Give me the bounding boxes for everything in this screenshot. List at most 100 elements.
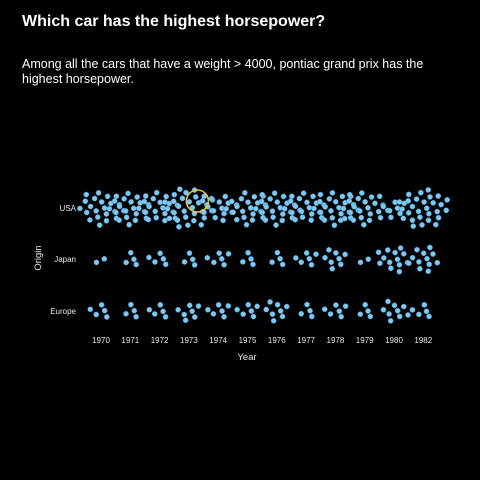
data-point <box>152 259 158 265</box>
data-point <box>417 214 423 221</box>
data-point <box>258 198 265 205</box>
data-point <box>338 313 345 320</box>
data-point <box>223 205 229 212</box>
data-point <box>386 259 393 266</box>
data-point <box>273 222 279 228</box>
data-point <box>98 302 105 308</box>
data-point <box>93 259 100 266</box>
data-point <box>185 222 191 229</box>
data-point <box>308 217 315 223</box>
data-point <box>308 211 315 217</box>
data-point <box>122 208 129 214</box>
data-point <box>216 250 223 257</box>
x-axis-ticks: 1970 1971 1972 1973 1974 1975 1976 1977 1978 1979… <box>92 336 433 345</box>
data-point <box>310 193 316 200</box>
data-point <box>219 308 225 314</box>
data-point <box>418 189 424 196</box>
data-point <box>250 313 257 320</box>
data-point <box>242 189 248 196</box>
data-point <box>230 209 236 216</box>
data-point <box>287 198 294 204</box>
data-point <box>145 216 152 223</box>
data-point <box>341 215 348 222</box>
data-point <box>267 196 273 202</box>
data-point <box>126 221 132 228</box>
data-point <box>130 205 137 212</box>
data-point <box>362 301 369 308</box>
data-point <box>142 193 149 199</box>
data-point <box>162 314 169 320</box>
data-point <box>103 217 110 224</box>
data-point <box>280 193 287 200</box>
data-point <box>238 195 245 202</box>
data-point <box>153 189 160 196</box>
data-point <box>409 203 416 210</box>
data-point <box>396 199 403 205</box>
data-point <box>175 306 181 313</box>
y-axis-label: Origin <box>33 245 44 270</box>
x-tick-label: 1977 <box>297 336 315 345</box>
data-point <box>426 261 433 268</box>
data-point <box>413 196 420 202</box>
data-point <box>91 195 98 202</box>
data-point <box>221 261 227 268</box>
data-point <box>417 265 423 272</box>
data-point <box>384 247 391 253</box>
data-point <box>195 303 202 309</box>
data-point <box>425 187 432 193</box>
data-point <box>306 255 313 262</box>
data-point <box>409 254 416 261</box>
data-point <box>375 208 382 215</box>
data-point <box>274 301 281 308</box>
data-point <box>234 306 240 313</box>
x-tick-label: 1970 <box>92 336 110 345</box>
data-point <box>157 250 163 257</box>
data-point <box>269 311 276 317</box>
data-point <box>426 313 432 320</box>
data-point <box>326 196 333 202</box>
data-point <box>375 249 382 256</box>
data-point <box>101 205 108 211</box>
data-point <box>131 256 137 263</box>
data-point <box>93 311 100 318</box>
data-point <box>181 208 188 215</box>
data-point <box>420 250 427 257</box>
data-point <box>189 308 195 315</box>
data-point <box>313 251 319 258</box>
data-point <box>397 245 404 251</box>
data-point <box>267 299 273 305</box>
data-point <box>414 246 420 253</box>
data-point <box>391 302 398 309</box>
data-point <box>423 205 430 212</box>
data-point <box>220 217 226 224</box>
data-point <box>152 208 159 215</box>
data-point <box>87 203 94 210</box>
data-point <box>134 194 141 200</box>
data-points <box>77 186 450 324</box>
data-point <box>171 191 178 198</box>
data-point <box>322 204 329 210</box>
data-point <box>259 191 266 198</box>
data-point <box>380 203 387 210</box>
data-point <box>163 193 169 200</box>
data-point <box>82 198 89 205</box>
data-point <box>153 214 160 221</box>
data-point <box>175 203 182 210</box>
data-point <box>252 205 259 212</box>
data-point <box>176 186 183 193</box>
data-point <box>332 198 339 205</box>
data-point <box>336 255 342 262</box>
data-point <box>245 199 251 206</box>
data-point <box>303 250 310 256</box>
data-point <box>394 205 401 212</box>
data-point <box>199 197 206 204</box>
data-point <box>430 200 437 206</box>
data-point <box>83 191 90 198</box>
data-point <box>279 217 286 224</box>
data-point <box>218 255 225 262</box>
data-point <box>317 191 324 198</box>
data-point <box>186 250 193 256</box>
data-point <box>170 198 177 205</box>
highlight-ring <box>185 189 210 213</box>
